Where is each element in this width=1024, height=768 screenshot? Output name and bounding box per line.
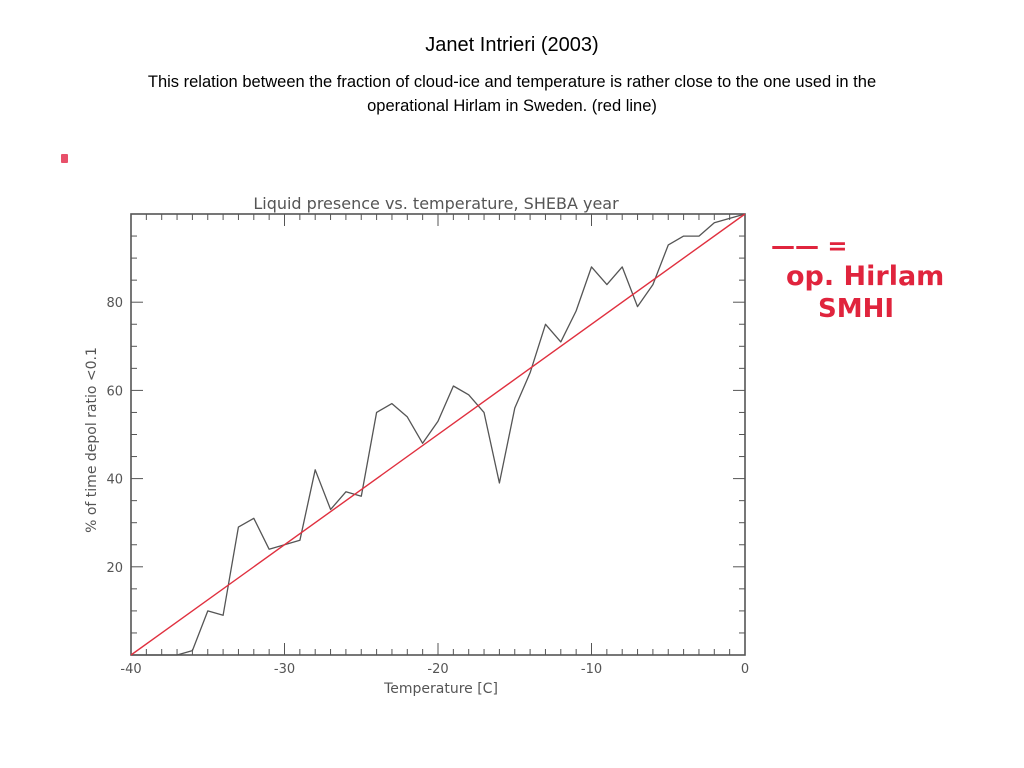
y-tick-label: 80 <box>106 296 123 311</box>
chart-title: Liquid presence vs. temperature, SHEBA y… <box>253 194 619 213</box>
series-observed-line <box>131 213 746 656</box>
x-tick-label: -30 <box>274 662 295 677</box>
x-tick-label: -10 <box>581 662 602 677</box>
y-tick-label: 60 <box>106 384 123 399</box>
y-tick-label: 40 <box>106 473 123 488</box>
slide-title: Janet Intrieri (2003) <box>425 34 599 56</box>
series-hirlam-line <box>130 213 746 656</box>
y-axis-label: % of time depol ratio <0.1 <box>84 347 100 533</box>
axis-ticks: -40 -30 -20 -10 0 20 40 60 80 <box>106 213 749 677</box>
annotation-legend-line: —— = <box>771 232 847 260</box>
y-tick-label: 20 <box>106 561 123 576</box>
series-layer <box>130 213 746 656</box>
bullet-marker <box>61 154 68 163</box>
annotation-label-hirlam: op. Hirlam <box>786 261 944 292</box>
slide-subtitle: This relation between the fraction of cl… <box>147 73 877 115</box>
x-axis-label: Temperature [C] <box>383 681 498 697</box>
x-tick-label: -40 <box>120 662 141 677</box>
x-tick-label: 0 <box>741 662 749 677</box>
annotation-label-smhi: SMHI <box>818 294 894 324</box>
hirlam-annotation: —— = op. Hirlam SMHI <box>771 232 944 324</box>
x-tick-label: -20 <box>427 662 448 677</box>
